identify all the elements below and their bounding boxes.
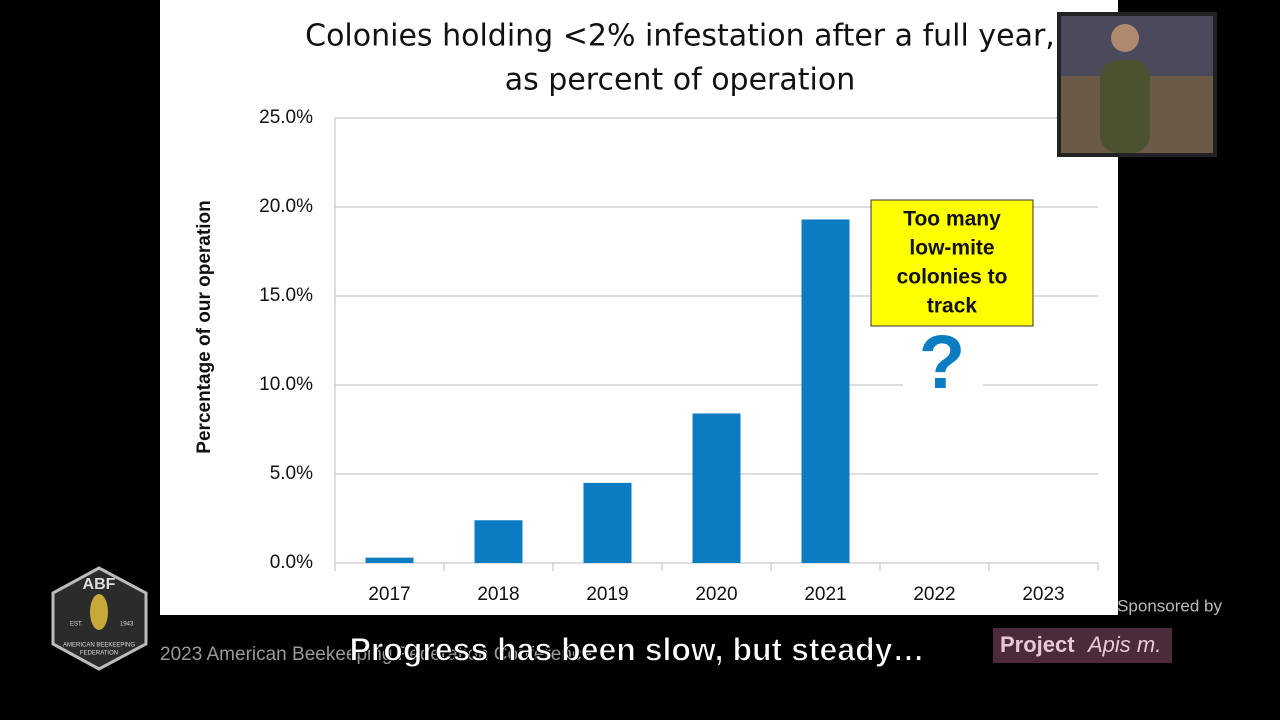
y-axis-label: Percentage of our operation bbox=[194, 200, 215, 453]
sponsor-box bbox=[993, 628, 1172, 663]
y-tick-label: 25.0% bbox=[259, 107, 313, 128]
sponsor-name: Project bbox=[1000, 632, 1075, 657]
plot: 0.0% 5.0% 10.0% 15.0% 20.0% 25.0% 2017 2018 2019… bbox=[259, 107, 1099, 605]
y-tick-label: 15.0% bbox=[259, 285, 313, 306]
y-tick-label: 20.0% bbox=[259, 196, 313, 217]
x-tick-label: 2023 bbox=[1022, 584, 1064, 605]
chart-title: Colonies holding <2% infestation after a… bbox=[305, 19, 1055, 54]
annotation-text: low-mite bbox=[909, 237, 994, 260]
caption: Progress has been slow, but steady… bbox=[350, 631, 925, 667]
conference-text: 2023 American Beekeeping Federation Conf… bbox=[160, 644, 592, 665]
y-tick-label: 0.0% bbox=[270, 552, 313, 573]
sponsored-text: Sponsored by bbox=[1117, 596, 1222, 615]
bar bbox=[365, 557, 414, 563]
webcam-head bbox=[1111, 24, 1139, 52]
y-tick-label: 10.0% bbox=[259, 374, 313, 395]
x-tick-label: 2017 bbox=[368, 584, 410, 605]
logo-year: 1943 bbox=[120, 622, 134, 628]
annotation-box bbox=[870, 199, 1034, 327]
annotation-symbol: ? bbox=[919, 320, 965, 405]
x-tick-label: 2019 bbox=[586, 584, 628, 605]
bar bbox=[583, 482, 632, 563]
logo-bee bbox=[90, 594, 108, 630]
annotation-text: track bbox=[927, 295, 978, 318]
chart-title: as percent of operation bbox=[505, 63, 855, 98]
annotation-backdrop bbox=[903, 330, 983, 405]
sponsor-name-italic: Apis m. bbox=[1086, 632, 1161, 657]
annotation-text: Too many bbox=[903, 208, 1001, 231]
x-tick-label: 2020 bbox=[695, 584, 737, 605]
x-tick-label: 2022 bbox=[913, 584, 955, 605]
webcam-person bbox=[1100, 60, 1150, 153]
y-tick-label: 5.0% bbox=[270, 463, 313, 484]
logo-letters: ABF bbox=[83, 576, 116, 593]
bar bbox=[801, 219, 850, 563]
annotation-text: colonies to bbox=[897, 266, 1008, 289]
x-tick-label: 2021 bbox=[804, 584, 846, 605]
logo-org: AMERICAN BEEKEEPING bbox=[63, 643, 135, 649]
x-tick-label: 2018 bbox=[477, 584, 519, 605]
bar bbox=[474, 520, 523, 563]
bar bbox=[692, 413, 741, 563]
logo-est: EST. bbox=[70, 622, 83, 628]
logo-org: FEDERATION bbox=[80, 651, 118, 657]
